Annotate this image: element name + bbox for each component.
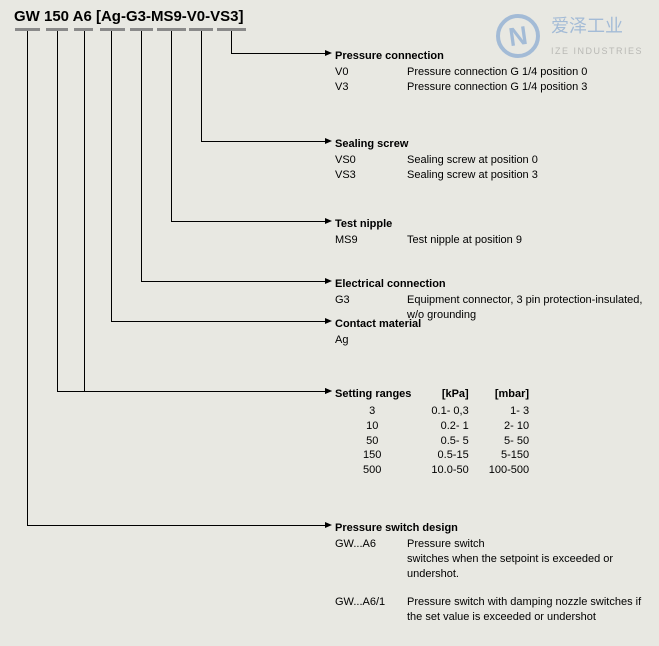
connector-segment <box>57 391 325 392</box>
section-title: Pressure connection <box>335 49 645 64</box>
section-title: Sealing screw <box>335 137 645 152</box>
section-test-nipple: Test nippleMS9Test nipple at position 9 <box>335 217 645 248</box>
table-cell: 100-500 <box>479 463 539 478</box>
connector-segment <box>57 31 58 391</box>
section-title: Pressure switch design <box>335 521 645 536</box>
connector-segment <box>171 221 325 222</box>
diagram-root: GW 150 A6 [Ag-G3-MS9-V0-VS3] N 爱泽工业 IZE … <box>0 0 659 646</box>
table-row: 1500.5-155-150 <box>335 448 539 463</box>
spec-code: GW...A6 <box>335 537 407 582</box>
arrow-head-icon <box>325 50 332 56</box>
spec-row: V0Pressure connection G 1/4 position 0 <box>335 65 645 80</box>
spec-row: MS9Test nipple at position 9 <box>335 233 645 248</box>
spec-desc: Pressure switchswitches when the setpoin… <box>407 537 645 582</box>
arrow-head-icon <box>325 388 332 394</box>
spec-desc: Pressure connection G 1/4 position 0 <box>407 65 645 80</box>
product-code-title: GW 150 A6 [Ag-G3-MS9-V0-VS3] <box>14 8 244 25</box>
arrow-head-icon <box>325 522 332 528</box>
spec-row: Ag <box>335 333 645 348</box>
connector-segment <box>171 31 172 221</box>
table-cell: 0.5- 5 <box>421 434 478 449</box>
table-row: 30.1- 0,31- 3 <box>335 404 539 419</box>
connector-segment <box>27 525 325 526</box>
connector-segment <box>84 31 85 391</box>
arrow-head-icon <box>325 278 332 284</box>
table-row: 50010.0-50100-500 <box>335 463 539 478</box>
table-cell: 10 <box>335 419 421 434</box>
column-header: [mbar] <box>479 387 539 404</box>
spec-desc: Sealing screw at position 3 <box>407 168 645 183</box>
spec-code: VS3 <box>335 168 407 183</box>
spec-desc: Pressure switch with damping nozzle swit… <box>407 595 645 625</box>
table-cell: 0.2- 1 <box>421 419 478 434</box>
column-header: [kPa] <box>421 387 478 404</box>
table-cell: 500 <box>335 463 421 478</box>
table-cell: 5- 50 <box>479 434 539 449</box>
section-title: Setting ranges <box>335 387 421 404</box>
connector-segment <box>231 53 325 54</box>
spec-row: GW...A6/1Pressure switch with damping no… <box>335 595 645 625</box>
spec-desc: Sealing screw at position 0 <box>407 153 645 168</box>
connector-segment <box>27 31 28 525</box>
section-pressure-switch-design: Pressure switch designGW...A6Pressure sw… <box>335 521 645 625</box>
spec-desc: Test nipple at position 9 <box>407 233 645 248</box>
arrow-head-icon <box>325 218 332 224</box>
table-cell: 10.0-50 <box>421 463 478 478</box>
section-title: Test nipple <box>335 217 645 232</box>
spec-code: V3 <box>335 80 407 95</box>
section-electrical-connection: Electrical connectionG3Equipment connect… <box>335 277 645 323</box>
section-sealing-screw: Sealing screwVS0Sealing screw at positio… <box>335 137 645 183</box>
spec-desc: Pressure connection G 1/4 position 3 <box>407 80 645 95</box>
table-cell: 3 <box>335 404 421 419</box>
spec-row: V3Pressure connection G 1/4 position 3 <box>335 80 645 95</box>
arrow-head-icon <box>325 138 332 144</box>
table-cell: 150 <box>335 448 421 463</box>
table-row: 100.2- 12- 10 <box>335 419 539 434</box>
spec-code: Ag <box>335 333 407 348</box>
spec-code: V0 <box>335 65 407 80</box>
watermark-main: 爱泽工业 <box>551 16 623 36</box>
section-title: Contact material <box>335 317 645 332</box>
section-pressure-connection: Pressure connectionV0Pressure connection… <box>335 49 645 95</box>
spec-row: GW...A6Pressure switchswitches when the … <box>335 537 645 582</box>
arrow-head-icon <box>325 318 332 324</box>
table-cell: 1- 3 <box>479 404 539 419</box>
spec-code: MS9 <box>335 233 407 248</box>
connector-segment <box>111 321 325 322</box>
table-cell: 0.5-15 <box>421 448 478 463</box>
connector-segment <box>231 31 232 53</box>
setting-ranges-table: Setting ranges[kPa][mbar]30.1- 0,31- 310… <box>335 387 539 478</box>
connector-segment <box>141 281 325 282</box>
connector-segment <box>201 141 325 142</box>
connector-segment <box>201 31 202 141</box>
spec-code: VS0 <box>335 153 407 168</box>
table-cell: 5-150 <box>479 448 539 463</box>
table-cell: 50 <box>335 434 421 449</box>
spec-desc <box>407 333 645 348</box>
underline-segment <box>100 28 125 31</box>
section-title: Electrical connection <box>335 277 645 292</box>
table-row: 500.5- 55- 50 <box>335 434 539 449</box>
connector-segment <box>111 31 112 321</box>
table-cell: 0.1- 0,3 <box>421 404 478 419</box>
connector-segment <box>141 31 142 281</box>
spec-row: VS3Sealing screw at position 3 <box>335 168 645 183</box>
table-cell: 2- 10 <box>479 419 539 434</box>
section-contact-material: Contact materialAg <box>335 317 645 348</box>
spec-row: VS0Sealing screw at position 0 <box>335 153 645 168</box>
section-setting-ranges: Setting ranges[kPa][mbar]30.1- 0,31- 310… <box>335 387 645 478</box>
spec-code: GW...A6/1 <box>335 595 407 625</box>
